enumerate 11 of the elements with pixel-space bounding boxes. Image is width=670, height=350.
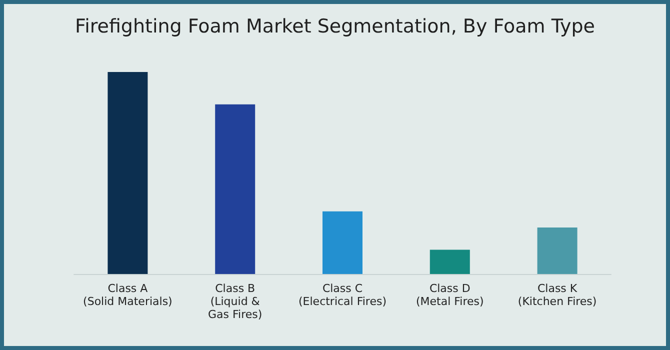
chart-title: Firefighting Foam Market Segmentation, By Foam Type (75, 16, 595, 38)
bar (537, 228, 578, 274)
bar (322, 211, 362, 274)
bar (108, 72, 148, 274)
x-tick-label: Class K (Kitchen Fires) (518, 282, 597, 308)
bar (430, 250, 470, 274)
x-tick-label: Class B (Liquid & Gas Fires) (208, 282, 262, 321)
x-tick-label: Class D (Metal Fires) (416, 282, 484, 308)
x-tick-label: Class C (Electrical Fires) (298, 282, 386, 308)
bar (215, 104, 256, 274)
x-tick-label: Class A (Solid Materials) (83, 282, 172, 308)
